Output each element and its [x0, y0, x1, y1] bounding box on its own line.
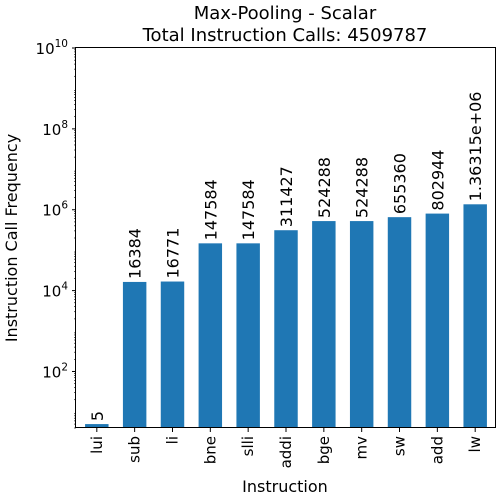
x-tick-label-lui: lui	[88, 436, 106, 454]
data-label-sw: 655360	[391, 153, 410, 214]
y-axis-ticks: 102 104 106 108 1010	[36, 38, 76, 429]
x-tick-label-mv: mv	[353, 436, 371, 460]
y-tick-label-4: 104	[42, 281, 68, 301]
y-tick-label-6: 106	[42, 200, 68, 220]
bar-mv	[349, 221, 374, 428]
bar-li	[160, 281, 185, 428]
data-label-mv: 524288	[353, 157, 372, 218]
y-tick-label-8: 108	[42, 119, 68, 139]
data-label-li: 16771	[163, 228, 182, 279]
chart-title: Max-Pooling - Scalar	[194, 3, 377, 24]
data-label-bne: 147584	[201, 179, 220, 240]
chart-subtitle: Total Instruction Calls: 4509787	[142, 25, 428, 46]
x-tick-label-lw: lw	[466, 436, 484, 452]
x-tick-label-sw: sw	[391, 436, 409, 456]
bar-addi	[274, 230, 298, 428]
bar-lui	[85, 424, 109, 428]
data-label-add: 802944	[428, 150, 447, 211]
x-axis-ticks: lui sub li bne slli addi bge mv sw add lw	[88, 428, 484, 468]
data-label-sub: 16384	[126, 228, 145, 279]
bar-bne	[198, 243, 223, 428]
bar-bge	[312, 221, 336, 428]
x-tick-label-li: li	[163, 436, 181, 444]
bar-add	[425, 213, 450, 428]
y-tick-label-2: 102	[42, 361, 68, 381]
x-axis-label: Instruction	[242, 477, 328, 496]
x-tick-label-slli: slli	[239, 436, 257, 456]
x-tick-label-sub: sub	[126, 436, 144, 463]
plot-frame	[75, 47, 496, 428]
data-label-slli: 147584	[239, 179, 258, 240]
x-tick-label-addi: addi	[277, 436, 295, 468]
bar-lw	[463, 204, 487, 428]
bar-sw	[387, 217, 412, 428]
x-tick-label-bne: bne	[201, 436, 219, 464]
data-label-addi: 311427	[277, 166, 296, 227]
data-labels: 5 16384 16771 147584 147584 311427 524288 52428…	[88, 92, 485, 422]
data-label-bge: 524288	[315, 157, 334, 218]
y-axis-label: Instruction Call Frequency	[2, 134, 21, 342]
x-tick-label-bge: bge	[315, 436, 333, 464]
data-label-lw: 1.36315e+06	[466, 92, 485, 202]
bar-sub	[122, 281, 147, 428]
bar-slli	[236, 243, 260, 428]
x-tick-label-add: add	[428, 436, 446, 464]
data-label-lui: 5	[88, 411, 107, 421]
bars-group	[85, 204, 487, 428]
y-tick-label-10: 1010	[36, 38, 68, 58]
